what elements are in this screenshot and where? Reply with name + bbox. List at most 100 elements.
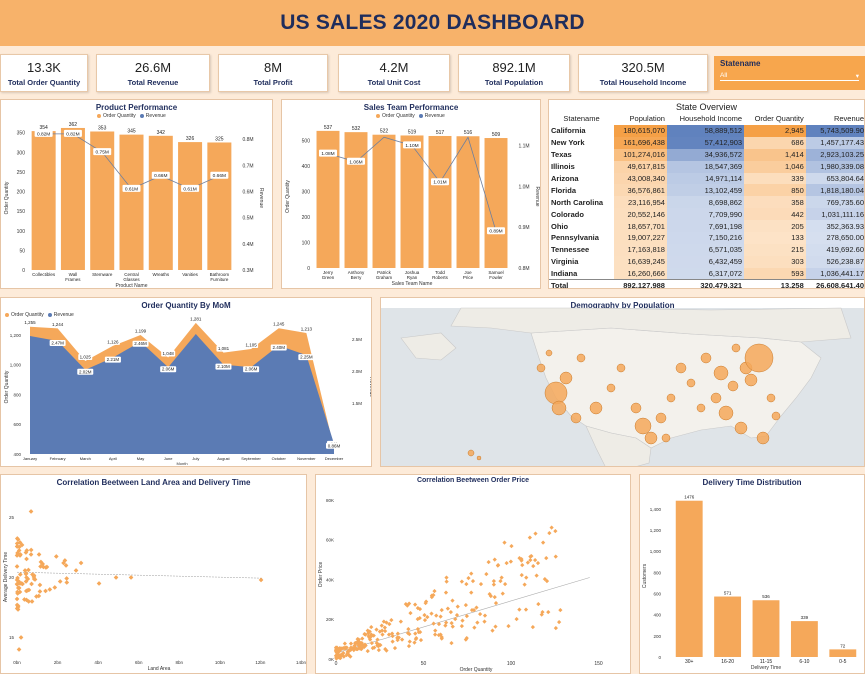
scatter-point: ◆ <box>44 565 49 571</box>
land-area-panel[interactable]: Correlation Beetween Land Area and Deliv… <box>0 474 307 674</box>
scatter-point: ◆ <box>493 557 498 563</box>
table-row[interactable]: Pennsylvania 19,007,227 7,150,216 133 278,65… <box>549 232 864 244</box>
table-cell: 43,008,340 <box>614 172 667 185</box>
scatter-point: ◆ <box>531 563 536 569</box>
table-row[interactable]: Ohio 18,657,701 7,691,198 205 352,363.93 <box>549 220 864 233</box>
scatter-point: ◆ <box>378 642 383 648</box>
scatter-point: ◆ <box>17 586 22 592</box>
order-price-panel[interactable]: Correlation Beetween Order Price 0K 20K 40… <box>315 474 631 674</box>
scatter-point: ◆ <box>519 557 524 563</box>
kpi-card-population[interactable]: 892.1M Total Population <box>458 54 570 92</box>
scatter-point: ◆ <box>502 540 507 546</box>
table-cell: 352,363.93 <box>805 220 864 233</box>
table-row[interactable]: Virginia 16,639,245 6,432,459 303 526,238.87 <box>549 255 864 268</box>
state-name-cell: New York <box>551 138 585 148</box>
scatter-point: ◆ <box>337 655 342 661</box>
scatter-point: ◆ <box>347 648 352 654</box>
x-tick-label: Vanities <box>182 272 198 277</box>
scatter-point: ◆ <box>554 554 559 560</box>
bar-value-label: 354 <box>39 125 48 131</box>
y2-tick-label: 0.7M <box>242 163 253 169</box>
statename-slicer[interactable]: Statename All ▾ <box>714 56 865 90</box>
x-tick-label: 6bn <box>135 660 143 665</box>
y-tick-label: 1,200 <box>10 333 22 338</box>
column-header[interactable]: Household Income <box>679 114 743 123</box>
scatter-point: ◆ <box>15 591 20 597</box>
table-row[interactable]: Tennessee 17,163,818 6,571,035 215 419,692.6… <box>549 243 864 256</box>
scatter-point: ◆ <box>335 648 340 654</box>
x-tick-label: 11-15 <box>760 659 773 665</box>
revenue-label: 0.89M <box>489 229 502 235</box>
kpi-card-revenue[interactable]: 26.6M Total Revenue <box>96 54 210 92</box>
scatter-point: ◆ <box>486 559 491 565</box>
table-row[interactable]: Florida 36,576,861 13,102,459 850 1,818,180.… <box>549 184 864 197</box>
scatter-point: ◆ <box>15 581 20 587</box>
column-header[interactable]: Population <box>629 114 665 123</box>
scatter-point: ◆ <box>340 652 345 658</box>
scatter-point: ◆ <box>414 636 419 642</box>
scatter-point: ◆ <box>396 631 401 637</box>
kpi-card-order-quantity[interactable]: 13.3K Total Order Quantity <box>0 54 88 92</box>
y2-tick-label: 0.4M <box>242 242 253 248</box>
x-tick-label: Central <box>124 272 139 277</box>
kpi-card-unit-cost[interactable]: 4.2M Total Unit Cost <box>338 54 450 92</box>
scatter-point: ◆ <box>18 553 23 559</box>
scatter-point: ◆ <box>440 636 445 642</box>
table-cell: 23,116,954 <box>614 196 667 209</box>
mom-panel[interactable]: Order Quantity By MoM Order Quantity Rev… <box>0 297 372 467</box>
scatter-point: ◆ <box>344 652 349 658</box>
scatter-point: ◆ <box>29 547 34 553</box>
slicer-dropdown[interactable]: All ▾ <box>720 72 859 81</box>
column-header[interactable]: Order Quantity <box>754 114 804 123</box>
product-performance-panel[interactable]: Product Performance Order Quantity Reven… <box>0 99 273 289</box>
sales-team-panel[interactable]: Sales Team Performance Order Quantity Re… <box>281 99 541 289</box>
scatter-point: ◆ <box>531 625 536 631</box>
kpi-value: 4.2M <box>379 60 409 75</box>
table-row[interactable]: Arizona 43,008,340 14,971,114 339 653,804.64 <box>549 172 864 185</box>
sales-team-chart: 0 100 200 300 400 500 0.8M 0.9M 1.0M 1.1M Order Qu… <box>285 125 540 287</box>
revenue-label: 0.82M <box>37 131 50 137</box>
x-tick-label: 16-20 <box>721 659 734 665</box>
y-tick-label: 800 <box>13 392 21 397</box>
scatter-point: ◆ <box>114 575 119 581</box>
table-cell: 358 <box>744 196 806 209</box>
scatter-point: ◆ <box>15 606 20 612</box>
kpi-label: Total Order Quantity <box>7 78 81 87</box>
scatter-point: ◆ <box>368 637 373 643</box>
table-row[interactable]: Indiana 16,260,666 6,317,072 593 1,036,441.1… <box>549 267 864 280</box>
y2-tick-label: 0.8M <box>242 137 253 143</box>
table-cell: 653,804.64 <box>805 172 864 185</box>
column-header[interactable]: Revenue <box>833 114 864 123</box>
revenue-area <box>30 334 334 454</box>
scatter-point: ◆ <box>439 632 444 638</box>
scatter-point: ◆ <box>535 573 540 579</box>
scatter-point: ◆ <box>18 552 23 558</box>
scatter-point: ◆ <box>416 605 421 611</box>
scatter-point: ◆ <box>17 647 22 653</box>
table-row[interactable]: California 180,615,070 58,889,512 2,945 5,74… <box>549 125 864 137</box>
column-header[interactable]: Statename <box>563 114 600 123</box>
slicer-title: Statename <box>720 59 761 68</box>
kpi-card-profit[interactable]: 8M Total Profit <box>218 54 328 92</box>
value-label: 1,244 <box>52 322 64 327</box>
x-tick-label: Berry <box>351 275 363 280</box>
table-cell: 18,547,369 <box>666 160 745 173</box>
kpi-card-household-income[interactable]: 320.5M Total Household Income <box>578 54 708 92</box>
panel-title: Delivery Time Distribution <box>702 478 802 487</box>
scatter-point: ◆ <box>358 643 363 649</box>
alaska-landmass <box>400 332 457 361</box>
table-row[interactable]: Colorado 20,552,146 7,709,990 442 1,031,111.… <box>549 208 864 221</box>
table-row[interactable]: Texas 101,274,016 34,936,572 1,414 2,923,103… <box>549 148 864 161</box>
scatter-point: ◆ <box>366 633 371 639</box>
table-cell: 215 <box>744 243 806 256</box>
table-row[interactable]: North Carolina 23,116,954 8,698,862 358 769,… <box>549 196 864 209</box>
x-tick-label: 0 <box>335 661 338 667</box>
population-map[interactable] <box>381 298 865 467</box>
map-panel[interactable]: Demography by Population <box>380 297 865 467</box>
panel-title: Correlation Beetween Order Price <box>416 477 530 484</box>
delivery-time-panel[interactable]: Delivery Time Distribution 0 200 400 600 800… <box>639 474 865 674</box>
state-overview-panel[interactable]: State Overview Statename Population Househ… <box>548 99 865 289</box>
table-row[interactable]: Illinois 49,617,815 18,547,369 1,046 1,980,3… <box>549 160 864 173</box>
scatter-point: ◆ <box>460 618 465 624</box>
table-row[interactable]: New York 161,696,438 57,412,903 686 1,457,17… <box>549 136 864 149</box>
